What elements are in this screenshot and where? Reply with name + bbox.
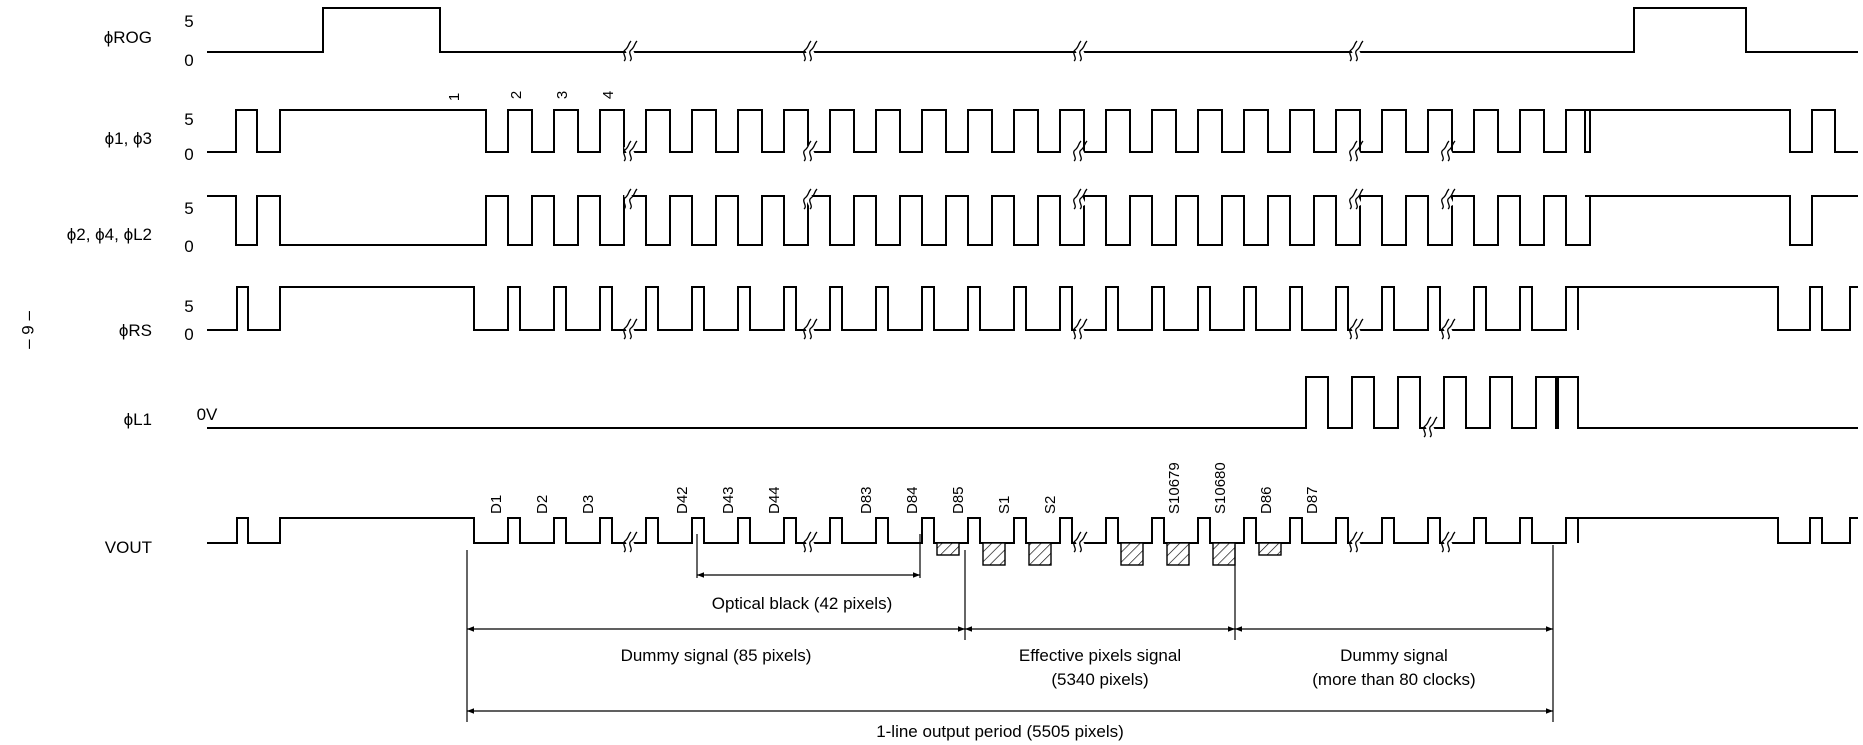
signal-label-phirs: ϕRS bbox=[119, 321, 152, 340]
dummy-back-label-line1: Dummy signal bbox=[1340, 646, 1448, 665]
break-mark bbox=[1441, 140, 1456, 162]
pixel-label-s1: S1 bbox=[996, 496, 1013, 514]
dimension-lines bbox=[466, 534, 1554, 722]
pixel-signal-boxes bbox=[936, 542, 1282, 566]
break-mark bbox=[1349, 531, 1364, 553]
waveform-phi1-phi3 bbox=[207, 109, 1858, 153]
break-mark bbox=[1349, 40, 1364, 62]
pixel-label-s2: S2 bbox=[1042, 496, 1059, 514]
break-mark bbox=[1423, 416, 1438, 438]
signal-box bbox=[936, 542, 960, 556]
pixel-label-s10680: S10680 bbox=[1212, 462, 1229, 514]
level-high-rog: 5 bbox=[184, 12, 193, 31]
pixel-label-d2: D2 bbox=[534, 495, 551, 514]
break-mark bbox=[803, 40, 818, 62]
signal-box bbox=[1212, 542, 1236, 566]
break-mark bbox=[1441, 318, 1456, 340]
waveform-vout bbox=[207, 517, 1858, 544]
break-mark bbox=[803, 188, 818, 210]
dummy-front-label: Dummy signal (85 pixels) bbox=[621, 646, 812, 665]
pixel-label-d85: D85 bbox=[950, 486, 967, 514]
signal-box bbox=[1166, 542, 1190, 566]
waveform-rog bbox=[207, 7, 1858, 53]
break-mark bbox=[1073, 140, 1088, 162]
pixel-label-d84: D84 bbox=[904, 486, 921, 514]
break-mark bbox=[1441, 531, 1456, 553]
waveform-phi2-phi4-phil2 bbox=[207, 195, 1858, 246]
pixel-label-s10679: S10679 bbox=[1166, 462, 1183, 514]
pixel-label-d87: D87 bbox=[1304, 486, 1321, 514]
level-low-phi1-phi3: 0 bbox=[184, 145, 193, 164]
signal-label-phil1: ϕL1 bbox=[124, 410, 152, 429]
page-number: – 9 – bbox=[18, 311, 37, 349]
pixel-label-d43: D43 bbox=[720, 486, 737, 514]
pixel-label-d83: D83 bbox=[858, 486, 875, 514]
line-period-label: 1-line output period (5505 pixels) bbox=[876, 722, 1124, 741]
clock-number-2: 2 bbox=[508, 91, 525, 99]
waveform-phirs bbox=[207, 286, 1858, 331]
effective-label-line1: Effective pixels signal bbox=[1019, 646, 1181, 665]
effective-label-line2: (5340 pixels) bbox=[1051, 670, 1148, 689]
break-mark bbox=[1073, 531, 1088, 553]
rog-trace bbox=[207, 7, 1858, 53]
phil1-trace bbox=[207, 376, 1858, 429]
level-low-phi2-phi4-phil2: 0 bbox=[184, 237, 193, 256]
break-mark bbox=[1073, 188, 1088, 210]
phirs-trace bbox=[207, 286, 1858, 331]
dummy-back-label-line2: (more than 80 clocks) bbox=[1312, 670, 1475, 689]
break-mark bbox=[803, 140, 818, 162]
clock-number-1: 1 bbox=[446, 93, 463, 101]
break-mark bbox=[623, 531, 638, 553]
level-high-phi2-phi4-phil2: 5 bbox=[184, 199, 193, 218]
break-mark bbox=[623, 188, 638, 210]
signal-label-rog: ϕROG bbox=[104, 28, 152, 47]
signal-box bbox=[1028, 542, 1052, 566]
signal-label-phi2-phi4-phil2: ϕ2, ϕ4, ϕL2 bbox=[67, 225, 152, 244]
break-mark bbox=[623, 40, 638, 62]
break-mark bbox=[803, 318, 818, 340]
waveform-phil1 bbox=[207, 376, 1858, 429]
pixel-label-d44: D44 bbox=[766, 486, 783, 514]
break-mark bbox=[1073, 40, 1088, 62]
break-mark bbox=[803, 531, 818, 553]
break-mark bbox=[1349, 188, 1364, 210]
pixel-label-d1: D1 bbox=[488, 495, 505, 514]
level-low-phirs: 0 bbox=[184, 325, 193, 344]
phi1-phi3-trace bbox=[207, 109, 1858, 153]
vout-trace bbox=[207, 517, 1858, 544]
clock-number-3: 3 bbox=[554, 91, 571, 99]
pixel-label-d86: D86 bbox=[1258, 486, 1275, 514]
signal-box bbox=[1258, 542, 1282, 556]
phi2-phi4-phil2-trace bbox=[207, 195, 1858, 246]
pixel-label-d42: D42 bbox=[674, 486, 691, 514]
break-mark bbox=[623, 318, 638, 340]
level-high-phirs: 5 bbox=[184, 297, 193, 316]
break-mark bbox=[1073, 318, 1088, 340]
break-mark bbox=[1441, 188, 1456, 210]
level-low-phil1: 0V bbox=[197, 405, 218, 424]
pixel-label-d3: D3 bbox=[580, 495, 597, 514]
signal-box bbox=[982, 542, 1006, 566]
signal-box bbox=[1120, 542, 1144, 566]
break-marks bbox=[623, 40, 1456, 553]
optical-black-label: Optical black (42 pixels) bbox=[712, 594, 892, 613]
break-mark bbox=[1349, 140, 1364, 162]
clock-number-4: 4 bbox=[600, 91, 617, 99]
level-high-phi1-phi3: 5 bbox=[184, 110, 193, 129]
signal-label-phi1-phi3: ϕ1, ϕ3 bbox=[105, 129, 152, 148]
level-low-rog: 0 bbox=[184, 51, 193, 70]
break-mark bbox=[1349, 318, 1364, 340]
signal-label-vout: VOUT bbox=[105, 538, 152, 557]
break-mark bbox=[623, 140, 638, 162]
